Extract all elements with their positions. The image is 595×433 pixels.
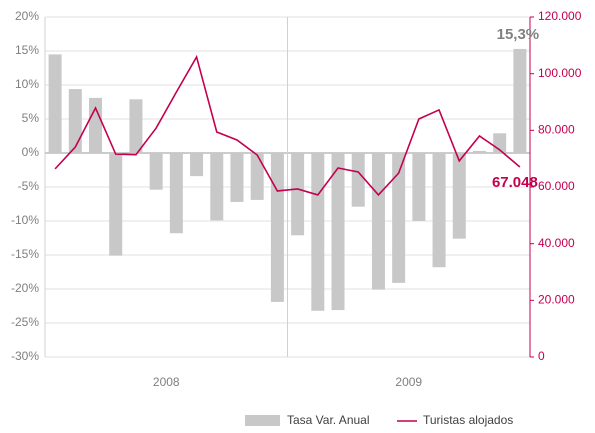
y-tick-label: 20% [15, 9, 39, 23]
y-tick-label: 0% [22, 145, 40, 159]
y2-tick-label: 100.000 [538, 66, 582, 80]
legend-label: Turistas alojados [423, 413, 513, 427]
bar [190, 153, 204, 177]
bar [311, 153, 325, 311]
bar [89, 97, 103, 153]
y2-tick-label: 20.000 [538, 293, 575, 307]
bar [109, 153, 123, 256]
value-label: 67.048 [492, 174, 538, 191]
y-tick-label: 5% [22, 111, 40, 125]
bar [270, 153, 284, 302]
bar [412, 153, 426, 221]
legend-swatch [245, 415, 280, 426]
bar [129, 99, 143, 153]
y-tick-label: 15% [15, 43, 39, 57]
y-tick-label: -30% [11, 349, 39, 363]
bar [149, 153, 163, 190]
y-tick-label: -20% [11, 281, 39, 295]
y-tick-label: -5% [18, 179, 40, 193]
bar [392, 153, 406, 283]
bar [250, 153, 264, 200]
bar [371, 153, 385, 290]
line [54, 54, 521, 197]
y2-tick-label: 120.000 [538, 9, 582, 23]
bar [291, 153, 305, 236]
y-tick-label: -15% [11, 247, 39, 261]
bar [513, 48, 527, 153]
bar [230, 153, 244, 202]
bar [472, 150, 486, 153]
bar [48, 54, 62, 153]
y-tick-label: 10% [15, 77, 39, 91]
y2-tick-label: 60.000 [538, 179, 575, 193]
bar [351, 153, 365, 207]
bar [68, 89, 82, 153]
bar [432, 153, 446, 268]
y2-tick-label: 0 [538, 349, 545, 363]
y-tick-label: -10% [11, 213, 39, 227]
y2-tick-label: 80.000 [538, 123, 575, 137]
bar [210, 153, 224, 221]
y2-tick-label: 40.000 [538, 236, 575, 250]
bar [452, 153, 466, 239]
bar [331, 153, 345, 311]
value-label: 15,3% [497, 26, 540, 43]
x-group-label: 2008 [153, 375, 180, 389]
legend-label: Tasa Var. Anual [287, 413, 370, 427]
x-group-label: 2009 [395, 375, 422, 389]
y-tick-label: -25% [11, 315, 39, 329]
bar [169, 153, 183, 234]
